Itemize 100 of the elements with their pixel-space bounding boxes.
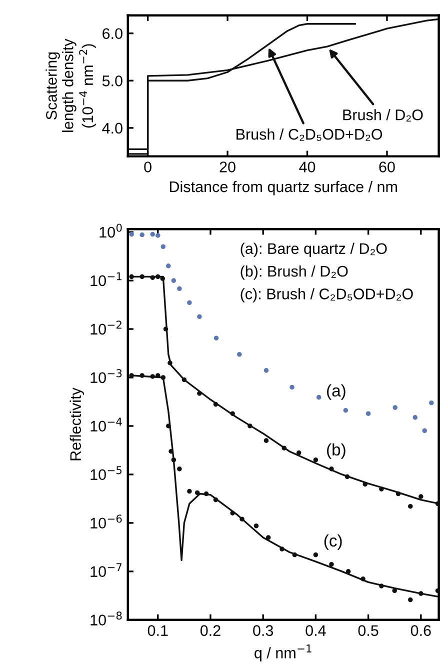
point — [329, 466, 334, 472]
point — [177, 466, 182, 472]
point — [177, 286, 182, 292]
point — [346, 569, 351, 574]
annotation: (a) — [327, 384, 346, 400]
y-tick-label: 10$^{−1}$ — [90, 272, 122, 286]
point — [160, 244, 166, 250]
point — [168, 448, 174, 454]
point — [150, 275, 156, 280]
point — [171, 457, 176, 462]
point — [316, 394, 322, 400]
y-tick-label: 10$^{−3}$ — [90, 369, 122, 384]
y-tick-label: 10$^{−2}$ — [90, 320, 122, 335]
point — [408, 597, 413, 602]
annotation: (c): Brush / C₂D₅OD+D₂O — [240, 288, 413, 302]
y-tick-label: 10$^{−5}$ — [90, 466, 122, 480]
point — [166, 264, 171, 268]
y-tick-label: 10$^{−7}$ — [90, 563, 122, 578]
point — [140, 373, 144, 378]
point — [292, 552, 298, 558]
x-tick-label: 0 — [144, 162, 152, 172]
point — [360, 576, 366, 582]
x-tick-label: 0.1 — [148, 625, 168, 636]
point — [408, 504, 413, 509]
point — [254, 523, 259, 528]
point — [187, 488, 192, 494]
point — [362, 482, 368, 487]
point — [171, 278, 176, 283]
annotation: (b) — [327, 443, 346, 459]
point — [313, 457, 318, 462]
x-axis-title: q / nm$^{−1}$ — [254, 644, 312, 662]
point — [168, 360, 172, 366]
point — [187, 300, 192, 306]
point — [280, 546, 284, 552]
point — [140, 274, 144, 280]
point — [422, 428, 427, 434]
point — [366, 411, 371, 416]
point — [204, 491, 209, 496]
y-tick-label: 10$^{−6}$ — [90, 514, 122, 529]
x-tick-label: 0.4 — [306, 625, 326, 636]
point — [392, 405, 398, 410]
point — [160, 375, 166, 380]
point — [150, 374, 156, 379]
point — [412, 415, 418, 420]
point — [197, 391, 202, 396]
point — [182, 377, 187, 382]
y-tick-label: 4.0 — [102, 122, 122, 134]
y-tick-label: 10$^{−8}$ — [90, 612, 122, 626]
point — [150, 232, 156, 237]
point — [237, 352, 242, 357]
x-tick-label: 0.3 — [253, 625, 274, 636]
point — [248, 424, 252, 428]
point — [329, 562, 334, 567]
y-axis-title: Reflectivity — [70, 388, 84, 460]
y-axis-title: Scattering length density (10$^{−4}$ nm$^{−2}$) — [46, 38, 96, 132]
point — [155, 233, 160, 238]
point — [140, 232, 144, 238]
point — [240, 516, 244, 522]
x-tick-label: 0.6 — [410, 625, 431, 636]
x-tick-label: 60 — [379, 162, 395, 172]
point — [213, 497, 218, 502]
point — [129, 274, 134, 280]
point — [429, 400, 434, 406]
point — [214, 336, 219, 340]
point — [418, 494, 424, 499]
point — [129, 373, 134, 378]
point — [396, 491, 401, 496]
point — [213, 402, 218, 407]
x-tick-label: 0.5 — [358, 625, 378, 636]
line-series — [128, 18, 439, 155]
point — [155, 274, 160, 280]
point — [313, 552, 318, 558]
y-tick-label: 10$^{0}$ — [100, 224, 122, 238]
y-tick-label: 5.0 — [102, 76, 122, 86]
annotation: (b): Brush / D₂O — [240, 265, 348, 280]
y-tick-label: 6.0 — [102, 28, 122, 40]
point — [435, 588, 439, 594]
point — [230, 411, 235, 416]
point — [264, 368, 269, 373]
point — [264, 438, 269, 443]
point — [343, 408, 348, 413]
point — [290, 384, 294, 390]
y-tick-label: 10$^{−4}$ — [90, 418, 122, 432]
point — [418, 591, 424, 596]
point — [379, 584, 384, 588]
point — [392, 588, 397, 594]
point — [163, 326, 168, 332]
point — [296, 450, 302, 456]
annotation: Brush / C₂D₅OD+D₂O — [236, 128, 382, 141]
point — [194, 490, 200, 496]
x-axis-title: Distance from quartz surface / nm — [170, 180, 397, 196]
annotation: (a): Bare quartz / D₂O — [240, 242, 387, 258]
x-tick-label: 40 — [299, 162, 316, 172]
x-tick-label: 20 — [220, 162, 236, 172]
point — [435, 501, 439, 506]
annotation: Brush / D₂O — [343, 109, 423, 122]
point — [166, 424, 171, 428]
point — [282, 446, 287, 450]
point — [230, 510, 235, 516]
point — [160, 276, 166, 281]
